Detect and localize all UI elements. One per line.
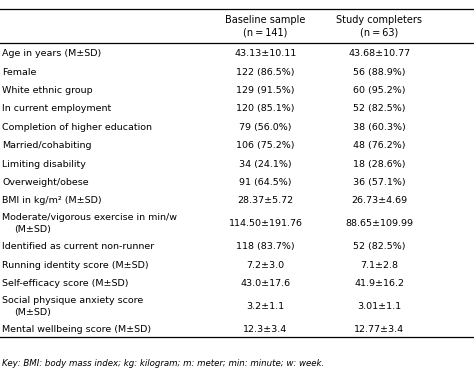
Text: 3.2±1.1: 3.2±1.1 — [246, 302, 284, 311]
Text: Study completers
(n = 63): Study completers (n = 63) — [336, 15, 422, 38]
Text: 48 (76.2%): 48 (76.2%) — [353, 141, 405, 150]
Text: 28.37±5.72: 28.37±5.72 — [237, 197, 293, 205]
Text: BMI in kg/m² (M±SD): BMI in kg/m² (M±SD) — [2, 197, 102, 205]
Text: 7.1±2.8: 7.1±2.8 — [360, 261, 398, 270]
Text: 26.73±4.69: 26.73±4.69 — [351, 197, 407, 205]
Text: 41.9±16.2: 41.9±16.2 — [354, 279, 404, 288]
Text: 12.3±3.4: 12.3±3.4 — [243, 325, 288, 334]
Text: 88.65±109.99: 88.65±109.99 — [345, 220, 413, 228]
Text: Age in years (M±SD): Age in years (M±SD) — [2, 49, 101, 58]
Text: 118 (83.7%): 118 (83.7%) — [236, 243, 295, 251]
Text: Female: Female — [2, 68, 37, 76]
Text: 114.50±191.76: 114.50±191.76 — [228, 220, 302, 228]
Text: 36 (57.1%): 36 (57.1%) — [353, 178, 406, 187]
Text: In current employment: In current employment — [2, 105, 111, 113]
Text: 43.0±17.6: 43.0±17.6 — [240, 279, 291, 288]
Text: 3.01±1.1: 3.01±1.1 — [357, 302, 401, 311]
Text: 34 (24.1%): 34 (24.1%) — [239, 160, 292, 168]
Text: Identified as current non-runner: Identified as current non-runner — [2, 243, 155, 251]
Text: 18 (28.6%): 18 (28.6%) — [353, 160, 405, 168]
Text: (M±SD): (M±SD) — [14, 226, 51, 235]
Text: 106 (75.2%): 106 (75.2%) — [236, 141, 295, 150]
Text: Mental wellbeing score (M±SD): Mental wellbeing score (M±SD) — [2, 325, 152, 334]
Text: 122 (86.5%): 122 (86.5%) — [236, 68, 295, 76]
Text: Married/cohabiting: Married/cohabiting — [2, 141, 92, 150]
Text: 52 (82.5%): 52 (82.5%) — [353, 105, 405, 113]
Text: 38 (60.3%): 38 (60.3%) — [353, 123, 406, 132]
Text: Key: BMI: body mass index; kg: kilogram; m: meter; min: minute; w: week.: Key: BMI: body mass index; kg: kilogram;… — [2, 359, 325, 368]
Text: 12.77±3.4: 12.77±3.4 — [354, 325, 404, 334]
Text: Running identity score (M±SD): Running identity score (M±SD) — [2, 261, 149, 270]
Text: 7.2±3.0: 7.2±3.0 — [246, 261, 284, 270]
Text: 91 (64.5%): 91 (64.5%) — [239, 178, 292, 187]
Text: Moderate/vigorous exercise in min/w: Moderate/vigorous exercise in min/w — [2, 213, 177, 222]
Text: (M±SD): (M±SD) — [14, 308, 51, 317]
Text: 129 (91.5%): 129 (91.5%) — [236, 86, 295, 95]
Text: Social physique anxiety score: Social physique anxiety score — [2, 296, 144, 305]
Text: 120 (85.1%): 120 (85.1%) — [236, 105, 295, 113]
Text: Self-efficacy score (M±SD): Self-efficacy score (M±SD) — [2, 279, 129, 288]
Text: Limiting disability: Limiting disability — [2, 160, 86, 168]
Text: Overweight/obese: Overweight/obese — [2, 178, 89, 187]
Text: 56 (88.9%): 56 (88.9%) — [353, 68, 405, 76]
Text: Completion of higher education: Completion of higher education — [2, 123, 152, 132]
Text: White ethnic group: White ethnic group — [2, 86, 93, 95]
Text: 43.13±10.11: 43.13±10.11 — [234, 49, 297, 58]
Text: 43.68±10.77: 43.68±10.77 — [348, 49, 410, 58]
Text: 60 (95.2%): 60 (95.2%) — [353, 86, 405, 95]
Text: 79 (56.0%): 79 (56.0%) — [239, 123, 292, 132]
Text: Baseline sample
(n = 141): Baseline sample (n = 141) — [225, 15, 306, 38]
Text: 52 (82.5%): 52 (82.5%) — [353, 243, 405, 251]
